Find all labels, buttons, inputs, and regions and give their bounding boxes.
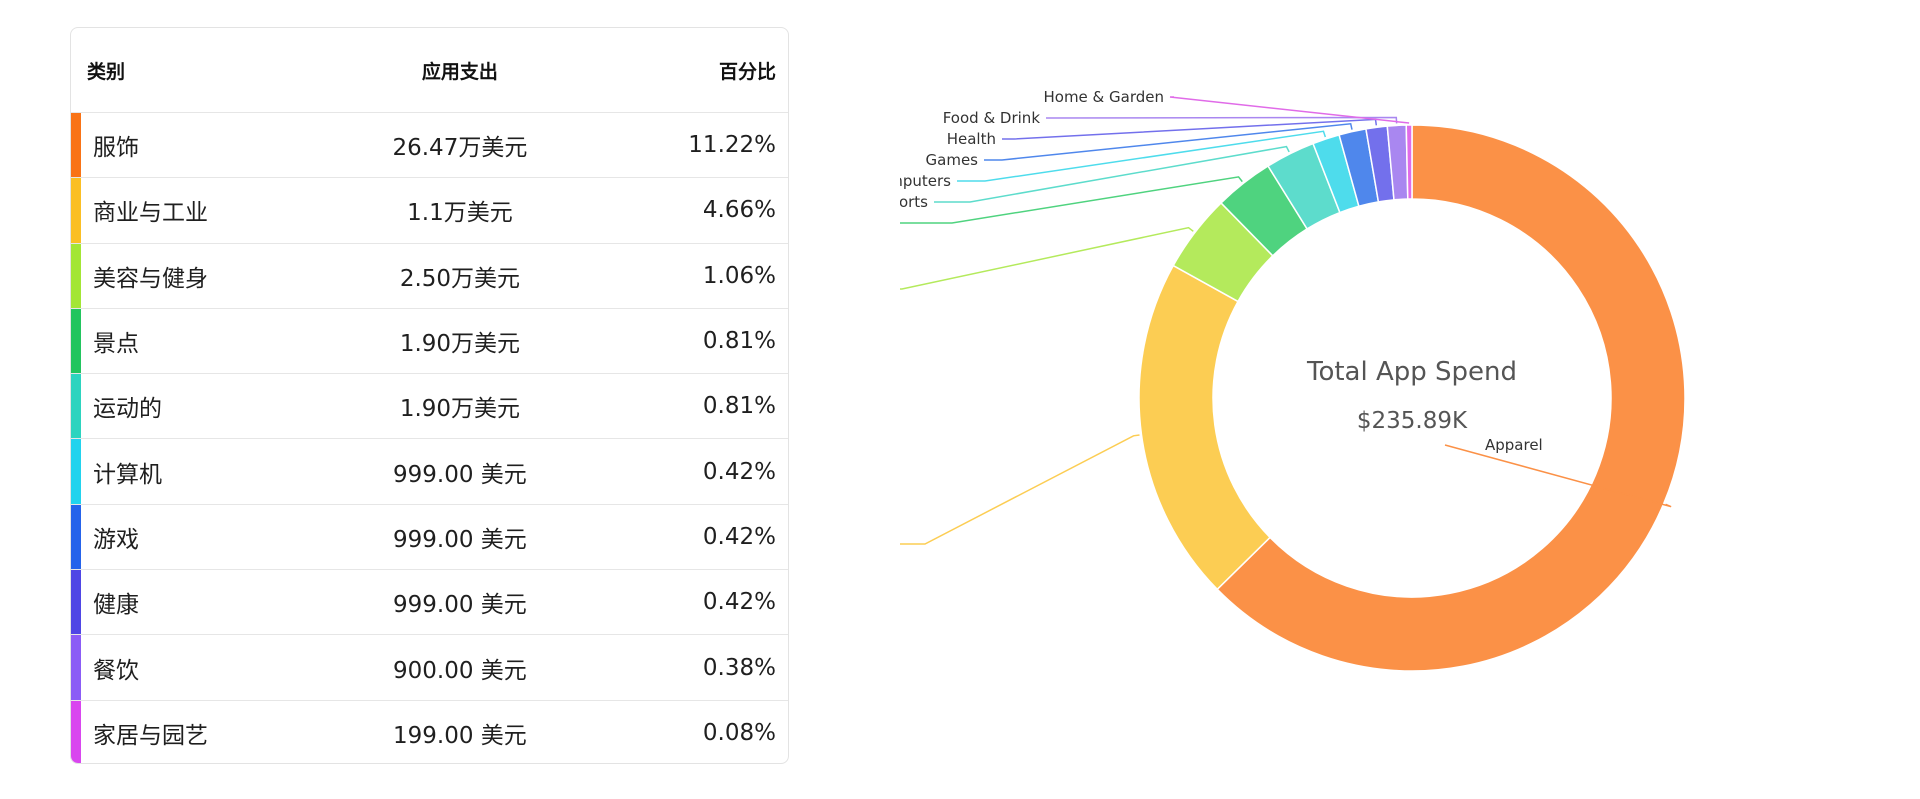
center-value: $235.89K — [1357, 408, 1468, 434]
category-cell: 计算机 — [93, 461, 162, 488]
percent-cell: 4.66% — [702, 197, 776, 224]
percent-cell: 0.42% — [702, 589, 776, 616]
slice-label: Food & Drink — [943, 109, 1041, 127]
category-color-swatch — [71, 504, 81, 570]
slice-label: Apparel — [1485, 436, 1543, 454]
category-color-swatch — [71, 700, 81, 763]
percent-cell: 11.22% — [688, 132, 776, 159]
table-row[interactable]: 餐饮 900.00 美元 0.38% — [71, 635, 788, 701]
donut-slices — [1138, 124, 1686, 672]
spend-cell: 2.50万美元 — [399, 265, 521, 292]
category-color-swatch — [71, 308, 81, 374]
percent-cell: 0.81% — [702, 328, 776, 355]
donut-slice[interactable] — [1138, 264, 1272, 591]
table-row[interactable]: 游戏 999.00 美元 0.42% — [71, 504, 788, 571]
leader-line — [1046, 116, 1398, 124]
category-cell: 景点 — [93, 331, 139, 358]
table-row[interactable]: 计算机 999.00 美元 0.42% — [71, 439, 788, 505]
spend-table: 类别 应用支出 百分比 服饰 26.47万美元 11.22% 商业与工业 1.1万美元 4… — [70, 27, 789, 764]
slice-label: Computers — [900, 172, 951, 190]
spend-cell: 1.90万美元 — [399, 331, 521, 358]
percent-cell: 0.42% — [702, 523, 776, 550]
table-row[interactable]: 美容与健身 2.50万美元 1.06% — [71, 243, 788, 309]
category-color-swatch — [71, 113, 81, 178]
category-color-swatch — [71, 439, 81, 504]
category-cell: 服饰 — [93, 135, 139, 162]
table-body: 服饰 26.47万美元 11.22% 商业与工业 1.1万美元 4.66% 美容与健身 2.5… — [71, 113, 788, 763]
category-cell: 商业与工业 — [93, 200, 208, 227]
table-row[interactable]: 商业与工业 1.1万美元 4.66% — [71, 178, 788, 244]
spend-cell: 900.00 美元 — [393, 657, 527, 684]
category-cell: 餐饮 — [93, 657, 139, 684]
percent-cell: 1.06% — [702, 262, 776, 289]
slice-label: Home & Garden — [1043, 88, 1164, 106]
leader-line — [1169, 96, 1410, 124]
percent-cell: 0.42% — [702, 458, 776, 485]
category-cell: 家居与园艺 — [93, 723, 208, 750]
table-row[interactable]: 健康 999.00 美元 0.42% — [71, 570, 788, 636]
category-color-swatch — [71, 570, 81, 635]
percent-cell: 0.81% — [702, 393, 776, 420]
donut-chart: ApparelBusiness & IndustrialBeauty & Fit… — [900, 88, 1686, 672]
spend-cell: 1.90万美元 — [399, 396, 521, 423]
leader-line — [1444, 444, 1672, 508]
table-row[interactable]: 家居与园艺 199.00 美元 0.08% — [71, 700, 788, 763]
leader-line — [900, 434, 1140, 545]
table-row[interactable]: 景点 1.90万美元 0.81% — [71, 308, 788, 375]
category-cell: 游戏 — [93, 526, 139, 553]
header-category[interactable]: 类别 — [87, 60, 126, 83]
spend-cell: 999.00 美元 — [393, 592, 527, 619]
leader-line — [984, 122, 1353, 161]
spend-cell: 1.1万美元 — [407, 200, 513, 227]
table-row[interactable]: 运动的 1.90万美元 0.81% — [71, 374, 788, 440]
spend-cell: 26.47万美元 — [392, 135, 528, 162]
table-row[interactable]: 服饰 26.47万美元 11.22% — [71, 113, 788, 179]
donut-slice[interactable] — [1405, 124, 1413, 200]
leader-line — [900, 226, 1194, 290]
leader-lines — [900, 96, 1672, 545]
donut-slice[interactable] — [1216, 124, 1686, 672]
category-color-swatch — [71, 243, 81, 308]
category-color-swatch — [71, 178, 81, 243]
leader-line — [934, 145, 1290, 203]
category-cell: 美容与健身 — [93, 265, 208, 292]
percent-cell: 0.08% — [702, 720, 776, 747]
slice-label: Sports — [900, 193, 928, 211]
category-cell: 健康 — [93, 592, 139, 619]
header-percent[interactable]: 百分比 — [718, 60, 776, 83]
spend-cell: 199.00 美元 — [393, 723, 527, 750]
leader-line — [1002, 118, 1378, 140]
center-title: Total App Spend — [1306, 357, 1517, 387]
category-color-swatch — [71, 635, 81, 700]
slice-label: Games — [926, 151, 979, 169]
leader-line — [900, 176, 1243, 224]
header-spend[interactable]: 应用支出 — [421, 60, 498, 83]
slice-labels: ApparelBusiness & IndustrialBeauty & Fit… — [900, 88, 1543, 454]
spend-cell: 999.00 美元 — [393, 461, 527, 488]
spend-cell: 999.00 美元 — [393, 526, 527, 553]
table-header: 类别 应用支出 百分比 — [71, 28, 788, 113]
leader-line — [957, 130, 1327, 182]
slice-label: Health — [947, 130, 996, 148]
percent-cell: 0.38% — [702, 654, 776, 681]
category-color-swatch — [71, 374, 81, 439]
category-cell: 运动的 — [93, 396, 162, 423]
